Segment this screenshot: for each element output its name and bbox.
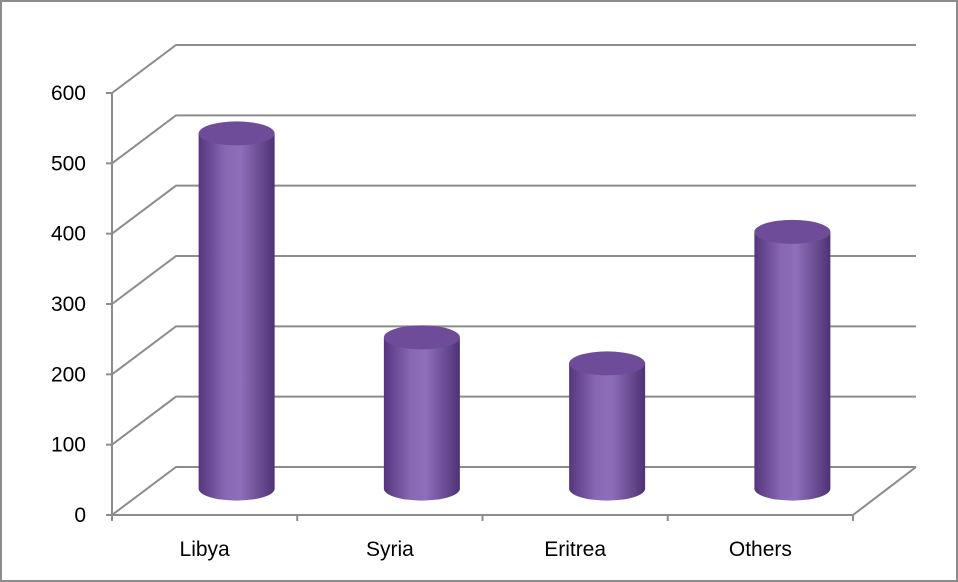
- y-tick-label: 500: [51, 152, 86, 175]
- y-tick-label: 100: [51, 434, 86, 457]
- gridlines: [111, 44, 916, 516]
- bar-top: [383, 325, 460, 350]
- gridline: [111, 44, 916, 94]
- bar-top: [569, 351, 646, 376]
- gridline: [111, 395, 916, 446]
- bar: [383, 325, 460, 501]
- gridline: [111, 184, 916, 235]
- y-tick-label: 300: [51, 293, 86, 316]
- category-labels: Libya Syria Eritrea Others: [180, 538, 792, 561]
- category-label: Libya: [180, 538, 231, 561]
- y-tick-label: 200: [51, 363, 86, 386]
- bar-body: [569, 363, 646, 501]
- bar: [198, 121, 275, 501]
- gridline: [111, 114, 916, 165]
- category-label: Syria: [366, 538, 414, 561]
- gridline: [111, 466, 916, 516]
- floor-right-edge: [852, 466, 917, 516]
- bar-body: [754, 231, 831, 501]
- y-tick-label: 400: [51, 223, 86, 246]
- bar-body: [198, 133, 275, 501]
- axes: [106, 92, 917, 521]
- y-tick-label: 600: [51, 82, 86, 105]
- bars: [198, 121, 831, 501]
- y-tick-labels: 0 100 200 300 400 500 600: [51, 82, 86, 527]
- bar: [569, 351, 646, 501]
- bar-body: [383, 337, 460, 501]
- bar: [754, 219, 831, 501]
- bar-top: [198, 121, 275, 146]
- bar-top: [754, 219, 831, 244]
- gridline: [111, 325, 916, 376]
- category-label: Others: [729, 538, 792, 561]
- y-tick-label: 0: [74, 504, 86, 527]
- category-label: Eritrea: [544, 538, 606, 561]
- gridline: [111, 255, 916, 305]
